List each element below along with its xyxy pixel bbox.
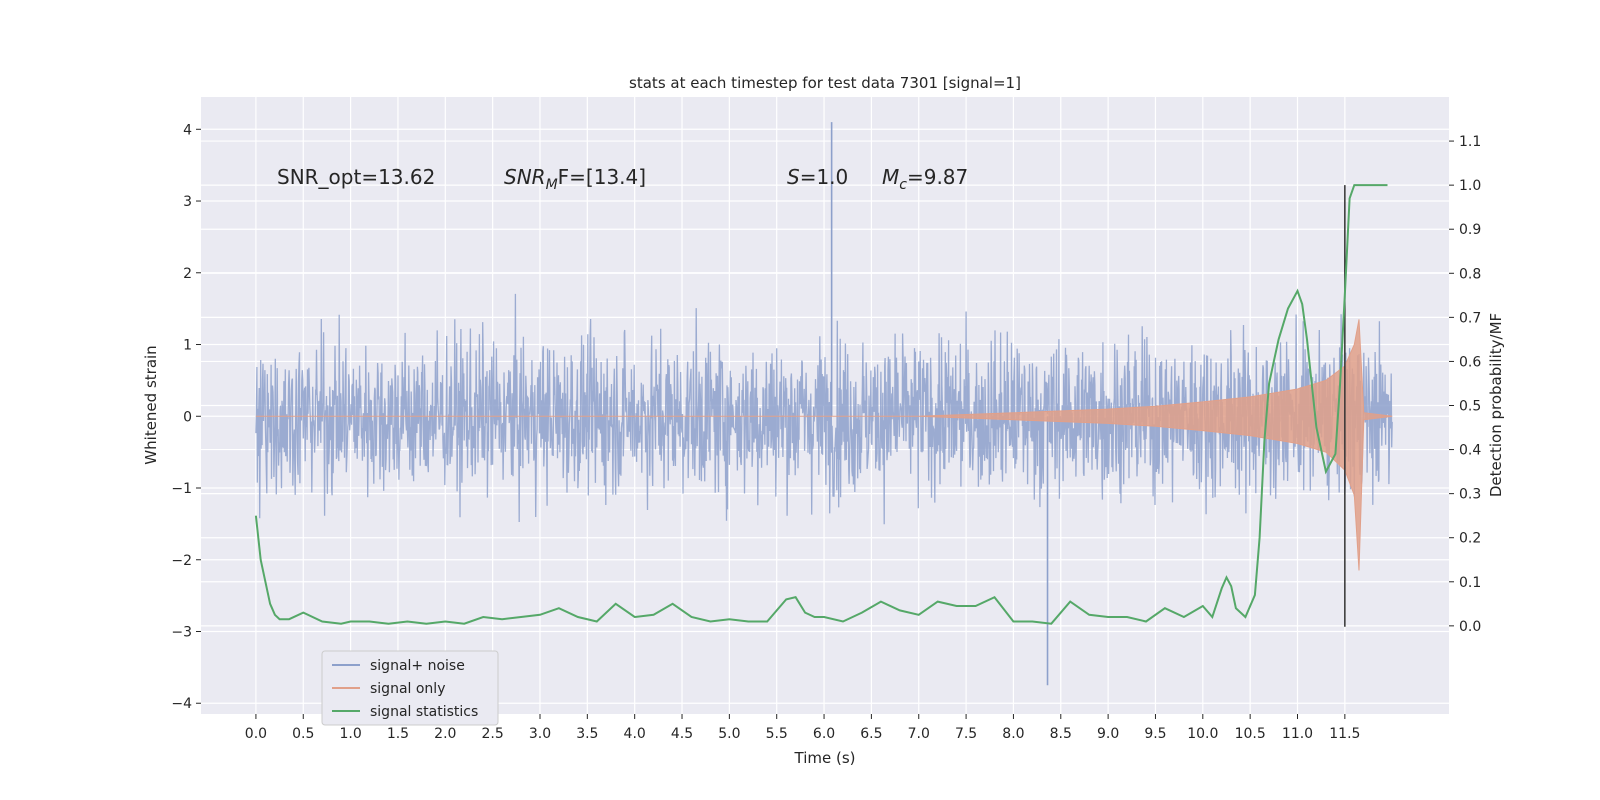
y-tick-label: 3 xyxy=(183,194,192,210)
right-y-tick-label: 0.7 xyxy=(1459,310,1481,326)
x-tick-label: 5.5 xyxy=(766,726,788,742)
right-y-tick-label: 1.1 xyxy=(1459,134,1481,150)
right-y-axis-label: Detection probability/MF xyxy=(1487,313,1505,497)
legend-box xyxy=(321,650,499,726)
right-y-tick-label: 0.5 xyxy=(1459,399,1481,415)
y-tick-label: −2 xyxy=(171,553,192,569)
x-tick-label: 10.0 xyxy=(1187,726,1218,742)
y-tick-label: −3 xyxy=(171,624,192,640)
y-tick-label: 1 xyxy=(183,338,192,354)
legend-label-signal-statistics: signal statistics xyxy=(370,704,478,720)
x-axis-label: Time (s) xyxy=(794,749,856,767)
x-tick-label: 0.5 xyxy=(292,726,314,742)
y-tick-label: 2 xyxy=(183,266,192,282)
x-tick-label: 9.5 xyxy=(1144,726,1166,742)
x-tick-label: 8.0 xyxy=(1002,726,1024,742)
right-y-tick-label: 0.8 xyxy=(1459,266,1481,282)
x-tick-label: 4.5 xyxy=(671,726,693,742)
x-tick-label: 10.5 xyxy=(1235,726,1266,742)
legend-label-signal-only: signal only xyxy=(370,681,445,697)
signal-only-series xyxy=(255,319,1393,571)
right-y-tick-label: 0.0 xyxy=(1459,619,1481,635)
y-axis-label: Whitened strain xyxy=(142,345,160,464)
annotation-s: S=1.0 xyxy=(787,165,848,189)
y-tick-label: −4 xyxy=(171,696,192,712)
x-tick-label: 9.0 xyxy=(1097,726,1119,742)
y-tick-label: 4 xyxy=(183,122,192,138)
right-y-tick-label: 0.1 xyxy=(1459,575,1481,591)
right-y-axis-ticks: 0.0 0.1 0.2 0.3 0.4 0.5 0.6 0.7 0.8 0.9 1.0 1.1 xyxy=(1449,134,1481,635)
x-tick-label: 2.0 xyxy=(434,726,456,742)
signal-statistics-line xyxy=(254,184,1388,625)
annotation-snr-mf: SNRMF=[13.4] xyxy=(504,165,646,193)
y-tick-label: −1 xyxy=(171,481,192,497)
x-tick-label: 3.5 xyxy=(576,726,598,742)
x-tick-label: 1.5 xyxy=(387,726,409,742)
x-tick-label: 5.0 xyxy=(718,726,740,742)
chart-title: stats at each timestep for test data 730… xyxy=(629,74,1021,92)
annotation-mc: Mc=9.87 xyxy=(882,165,968,193)
annotation-snr-opt: SNR_opt=13.62 xyxy=(277,165,435,189)
signal-plus-noise-line xyxy=(255,293,1393,525)
right-y-tick-label: 0.9 xyxy=(1459,222,1481,238)
x-tick-label: 4.0 xyxy=(624,726,646,742)
grid-lines xyxy=(201,97,1449,714)
right-y-tick-label: 0.4 xyxy=(1459,443,1481,459)
y-axis-ticks: −4 −3 −2 −1 0 1 2 3 4 xyxy=(171,122,201,712)
x-tick-label: 6.0 xyxy=(813,726,835,742)
x-axis-ticks: 0.0 0.5 1.0 1.5 2.0 2.5 3.0 3.5 4.0 4.5 5.0 5.5 6.0 6… xyxy=(245,714,1360,742)
right-y-tick-label: 0.3 xyxy=(1459,487,1481,503)
x-tick-label: 7.0 xyxy=(908,726,930,742)
x-tick-label: 7.5 xyxy=(955,726,977,742)
y-tick-label: 0 xyxy=(183,409,192,425)
legend-label-signal-plus-noise: signal+ noise xyxy=(370,658,465,674)
right-y-tick-label: 0.6 xyxy=(1459,354,1481,370)
x-tick-label: 6.5 xyxy=(860,726,882,742)
x-tick-label: 11.0 xyxy=(1282,726,1313,742)
right-y-tick-label: 0.2 xyxy=(1459,531,1481,547)
x-tick-label: 8.5 xyxy=(1050,726,1072,742)
right-y-tick-label: 1.0 xyxy=(1459,178,1481,194)
x-tick-label: 0.0 xyxy=(245,726,267,742)
signal-plus-noise-series xyxy=(255,122,1393,686)
x-tick-label: 2.5 xyxy=(482,726,504,742)
legend: signal+ noise signal only signal statist… xyxy=(321,650,499,726)
x-tick-label: 3.0 xyxy=(529,726,551,742)
signal-only-envelope xyxy=(255,319,1393,571)
x-tick-label: 1.0 xyxy=(339,726,361,742)
x-tick-label: 11.5 xyxy=(1329,726,1360,742)
signal-statistics-series xyxy=(254,184,1388,625)
